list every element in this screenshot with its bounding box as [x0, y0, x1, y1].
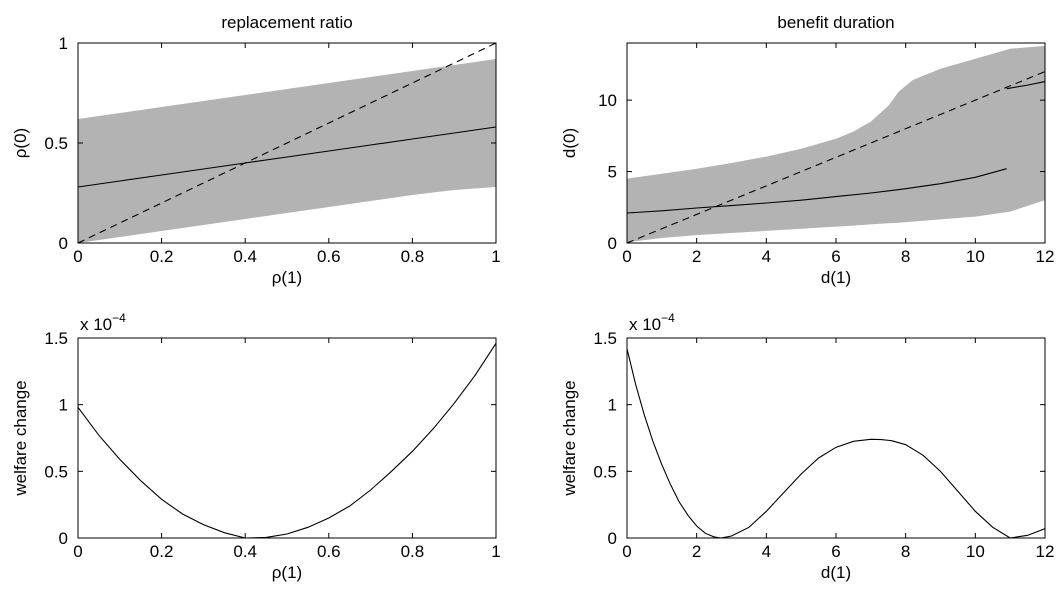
replacement-welfare-panel: 0 0.2 0.4 0.6 0.8 1 0 0.5 1 1.5 ρ(1) welfare change…: [11, 311, 501, 582]
x-tick-label: 0.8: [401, 542, 425, 561]
x-tick-label: 0.6: [317, 247, 341, 266]
x-tick-label: 0.6: [317, 542, 341, 561]
benefit-duration-panel: 0 2 4 6 8 10 12 0 5 10 benefit duration d(1) d(0): [560, 13, 1054, 287]
identity-line: [78, 43, 496, 243]
y-tick-label: 0: [608, 234, 617, 253]
y-tick-label: 1.5: [44, 329, 68, 348]
y-tick-label: 1.5: [593, 329, 617, 348]
exponent-base: x 10: [629, 315, 661, 334]
duration-welfare-panel: 0 2 4 6 8 10 12 0 0.5 1 1.5 d(1) welfare change x 10−…: [560, 311, 1054, 582]
y-tick-label: 1: [59, 396, 68, 415]
exponent-label: x 10−4: [629, 311, 675, 334]
plot-area: [78, 43, 496, 243]
x-tick-label: 2: [692, 247, 701, 266]
x-tick-label: 10: [966, 247, 985, 266]
y-tick-label: 0.5: [593, 462, 617, 481]
x-tick-label: 12: [1036, 247, 1055, 266]
x-tick-label: 0.8: [401, 247, 425, 266]
confidence-band: [627, 45, 1045, 243]
axes-frame: [626, 337, 1046, 539]
x-axis-label: d(1): [821, 268, 851, 287]
x-tick-label: 0.2: [150, 247, 174, 266]
exponent-power: −4: [661, 311, 675, 325]
y-tick-label: 0: [59, 529, 68, 548]
x-tick-label: 1: [491, 542, 500, 561]
y-tick-label: 0: [59, 234, 68, 253]
chart-title: replacement ratio: [221, 13, 352, 32]
x-tick-label: 0: [73, 542, 82, 561]
identity-line: [627, 71, 1045, 243]
x-tick-label: 0.4: [233, 542, 257, 561]
x-tick-label: 4: [762, 247, 771, 266]
plot-area: [627, 45, 1045, 243]
y-tick-label: 1: [59, 34, 68, 53]
x-tick-label: 10: [966, 542, 985, 561]
y-tick-label: 0.5: [44, 462, 68, 481]
exponent-label: x 10−4: [80, 311, 126, 334]
plot-area: [627, 348, 1045, 538]
x-tick-label: 2: [692, 542, 701, 561]
x-tick-label: 1: [491, 247, 500, 266]
x-tick-label: 8: [901, 542, 910, 561]
series-line: [627, 168, 1007, 214]
y-axis-label: welfare change: [560, 380, 579, 496]
y-tick-label: 1: [608, 396, 617, 415]
x-tick-label: 6: [831, 247, 840, 266]
y-tick-label: 10: [598, 91, 617, 110]
replacement-ratio-panel: 0 0.2 0.4 0.6 0.8 1 0 0.5 1 replacement ratio ρ(1)…: [11, 13, 501, 287]
y-tick-label: 0: [608, 529, 617, 548]
x-tick-label: 0: [622, 542, 631, 561]
y-axis-label: d(0): [560, 128, 579, 158]
series-line: [627, 348, 1045, 538]
exponent-power: −4: [112, 311, 126, 325]
axes-frame: [77, 337, 497, 539]
x-axis-label: ρ(1): [272, 563, 302, 582]
y-axis-label: ρ(0): [11, 128, 30, 158]
x-tick-label: 12: [1036, 542, 1055, 561]
x-tick-label: 0: [73, 247, 82, 266]
chart-title: benefit duration: [777, 13, 894, 32]
confidence-band: [78, 59, 496, 243]
series-line: [78, 343, 496, 538]
plot-area: [78, 343, 496, 538]
series-line: [1006, 81, 1045, 90]
x-tick-label: 0: [622, 247, 631, 266]
x-tick-label: 4: [762, 542, 771, 561]
y-axis-label: welfare change: [11, 380, 30, 496]
x-tick-label: 6: [831, 542, 840, 561]
x-tick-label: 0.4: [233, 247, 257, 266]
series-line: [78, 126, 496, 188]
x-axis-label: d(1): [821, 563, 851, 582]
y-tick-label: 5: [608, 163, 617, 182]
x-tick-label: 0.2: [150, 542, 174, 561]
y-tick-label: 0.5: [44, 134, 68, 153]
x-tick-label: 8: [901, 247, 910, 266]
x-axis-label: ρ(1): [272, 268, 302, 287]
exponent-base: x 10: [80, 315, 112, 334]
